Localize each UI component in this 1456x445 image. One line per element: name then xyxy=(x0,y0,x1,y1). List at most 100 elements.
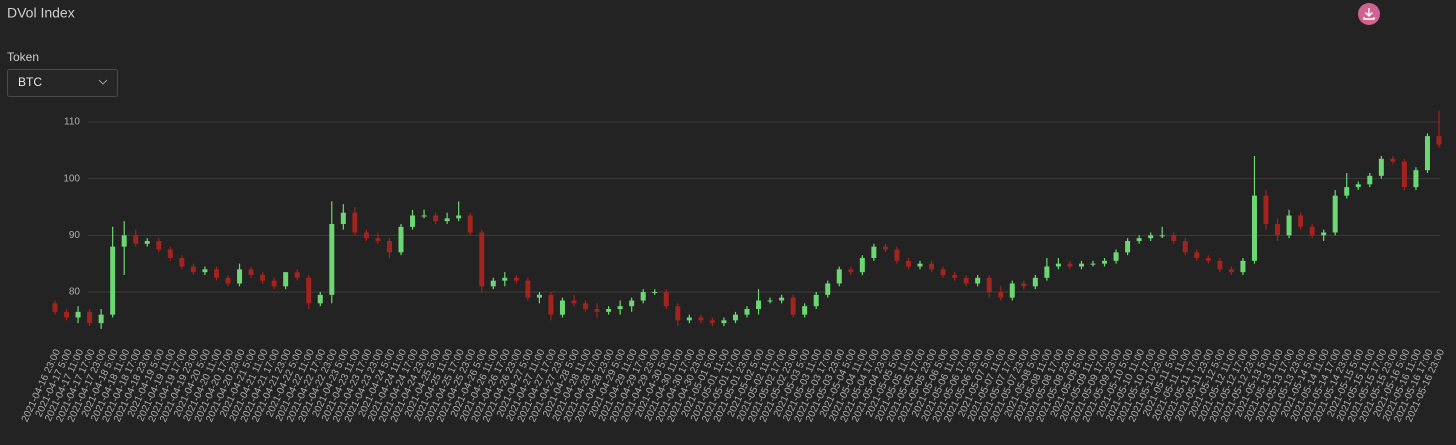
candle-body xyxy=(836,269,842,284)
token-select[interactable]: BTC xyxy=(7,69,118,97)
candle-body xyxy=(1367,175,1373,185)
candle-body xyxy=(144,240,150,244)
candle-body xyxy=(894,249,900,261)
candle-body xyxy=(1228,269,1234,273)
candle-body xyxy=(1263,195,1269,224)
candle-body xyxy=(133,235,139,244)
candle-body xyxy=(167,249,173,258)
candle-body xyxy=(1205,257,1211,261)
candle-body xyxy=(1090,263,1096,265)
candle-body xyxy=(1355,184,1361,188)
candle-body xyxy=(386,240,392,253)
candle-body xyxy=(1298,215,1304,227)
select-value[interactable]: BTC xyxy=(18,75,42,89)
candle-body xyxy=(375,238,381,241)
candle-body xyxy=(1182,240,1188,253)
candle-body xyxy=(1424,136,1430,171)
chart-title: DVol Index xyxy=(7,5,75,21)
candle-body xyxy=(882,246,888,250)
candle-body xyxy=(905,260,911,267)
candle-body xyxy=(1378,158,1384,176)
candle-body xyxy=(571,300,577,304)
candle-body xyxy=(583,303,589,309)
candle-body xyxy=(721,320,727,324)
select-chevron[interactable] xyxy=(98,79,108,85)
candle-body xyxy=(433,215,439,222)
candle-body xyxy=(1413,170,1419,188)
candle-body xyxy=(998,291,1004,298)
candle-body xyxy=(225,277,231,284)
candle-body xyxy=(1067,263,1073,267)
candle-body xyxy=(606,308,612,312)
candle-body xyxy=(952,274,958,278)
candle-body xyxy=(709,320,715,324)
candle-body xyxy=(306,277,312,304)
candle-body xyxy=(744,308,750,315)
candle-body xyxy=(490,280,496,287)
candle-body xyxy=(548,294,554,315)
candle-body xyxy=(767,300,773,302)
candle-body xyxy=(467,215,473,233)
candle-body xyxy=(513,277,519,281)
y-tick-label: 110 xyxy=(64,117,80,128)
candle-body xyxy=(663,291,669,307)
candle-body xyxy=(559,300,565,315)
candle-body xyxy=(848,269,854,273)
candle-body xyxy=(675,306,681,321)
candle-body xyxy=(640,291,646,301)
candle-body xyxy=(1275,223,1281,236)
candle-body xyxy=(317,294,323,304)
candle-body xyxy=(686,317,692,321)
candle-body xyxy=(525,280,531,298)
candle-body xyxy=(1113,252,1119,261)
candle-body xyxy=(1309,226,1315,236)
candle-body xyxy=(1009,283,1015,298)
candle-body xyxy=(790,297,796,315)
candle-body xyxy=(456,215,462,219)
candle-body xyxy=(190,266,196,273)
candle-body xyxy=(594,308,600,312)
candle-body xyxy=(202,269,208,273)
candle-body xyxy=(283,272,289,287)
candle-body xyxy=(1390,158,1396,162)
select-box[interactable] xyxy=(7,69,118,97)
candle-body xyxy=(929,263,935,270)
candle-body xyxy=(1159,235,1165,237)
candle-body xyxy=(975,277,981,284)
candle-body xyxy=(652,291,658,293)
candle-body xyxy=(363,232,369,239)
candle-body xyxy=(179,257,185,267)
candle-body xyxy=(1217,260,1223,270)
candle-body xyxy=(1194,252,1200,258)
candle-body xyxy=(1032,277,1038,287)
candle-body xyxy=(121,235,127,247)
candle-body xyxy=(352,212,358,233)
candle-body xyxy=(52,303,58,312)
candle-body xyxy=(75,311,81,318)
download-icon[interactable] xyxy=(1363,8,1375,20)
candle-body xyxy=(1436,136,1442,145)
y-tick-label: 90 xyxy=(69,230,81,241)
candle-body xyxy=(859,257,865,273)
candle-body xyxy=(1078,263,1084,267)
candle-body xyxy=(1136,238,1142,241)
candle-body xyxy=(329,223,335,295)
candle-body xyxy=(802,306,808,315)
candle-body xyxy=(64,311,70,318)
candle-body xyxy=(779,297,785,301)
candle-body xyxy=(294,272,300,278)
candle-body xyxy=(756,300,762,309)
candle-body xyxy=(87,311,93,324)
token-label: Token xyxy=(7,50,39,64)
candle-body xyxy=(248,269,254,275)
candle-body xyxy=(629,300,635,307)
candle-body xyxy=(398,226,404,253)
candle-body xyxy=(1251,195,1257,261)
download-button[interactable] xyxy=(1358,3,1380,25)
candle-body xyxy=(732,314,738,321)
candle-body xyxy=(825,283,831,295)
candle-body xyxy=(421,215,427,217)
candle-body xyxy=(156,240,162,250)
